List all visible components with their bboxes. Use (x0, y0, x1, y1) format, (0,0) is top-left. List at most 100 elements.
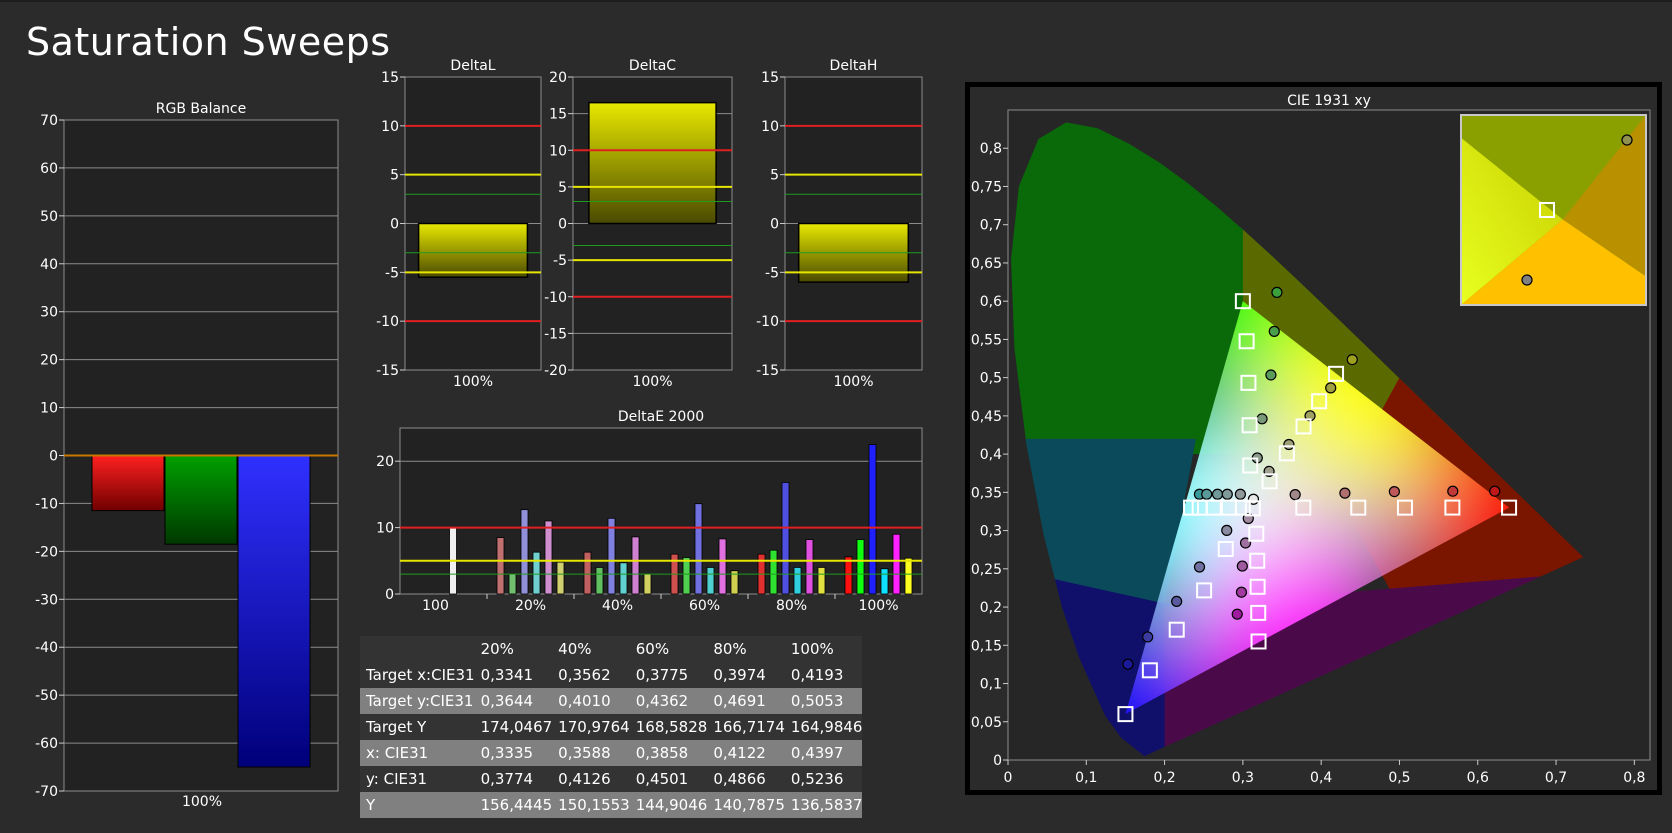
measured-point (1489, 485, 1501, 497)
target-square (1311, 393, 1328, 410)
target-square (1238, 333, 1255, 350)
measured-point (1142, 631, 1154, 643)
table-cell: 0,3858 (635, 744, 689, 762)
y-tick-label: 0,8 (980, 141, 1002, 157)
chart-title: DeltaE 2000 (618, 409, 704, 425)
y-tick-label: -30 (35, 592, 58, 608)
row-label: x: CIE31 (366, 744, 429, 762)
chart-title: DeltaH (830, 58, 878, 74)
y-tick-label: 15 (549, 107, 567, 123)
column-header: 60% (635, 640, 670, 658)
table-header-row: 20% 40% 60% 80% 100% (360, 636, 863, 662)
deltaE-bar (730, 570, 739, 595)
table-cell: 0,4010 (558, 692, 611, 710)
y-tick-label: 0 (390, 217, 399, 233)
table-cell: 0,4362 (635, 692, 689, 710)
target-square (1183, 499, 1200, 516)
target-square (1234, 293, 1251, 310)
y-tick-label: 0 (558, 217, 567, 233)
target-square (1191, 499, 1208, 516)
y-tick-label: -10 (376, 314, 399, 330)
target-square (1240, 374, 1257, 391)
table-row[interactable]: Target y:CIE31 0,3644 0,4010 0,4362 0,46… (360, 688, 863, 714)
inset-bright-region (1461, 137, 1563, 305)
target-square (1278, 445, 1295, 462)
y-tick-label: -5 (553, 253, 567, 269)
table-row[interactable]: y: CIE31 0,3774 0,4126 0,4501 0,4866 0,5… (360, 766, 863, 792)
target-square (1328, 365, 1345, 382)
measured-point (1265, 369, 1277, 381)
table-cell: 140,7875 (713, 796, 785, 814)
y-tick-label: 70 (40, 113, 58, 129)
deltaE-bar (496, 537, 505, 595)
deltaE-bar (682, 557, 691, 595)
x-tick-label: 0,7 (1545, 770, 1567, 786)
deltaE-bar (607, 517, 616, 595)
x-tick-label: 100% (858, 598, 898, 614)
y-tick-label: 0 (385, 587, 394, 603)
x-tick-label: 0,3 (1232, 770, 1254, 786)
table-cell: 0,3774 (480, 770, 534, 788)
y-tick-label: 0 (770, 217, 779, 233)
y-tick-label: 5 (558, 180, 567, 196)
measured-point (1234, 488, 1246, 500)
deltaE-bar (544, 520, 553, 595)
target-square (1117, 706, 1134, 723)
deltaE-bar (769, 549, 778, 595)
y-tick-label: 10 (381, 119, 399, 135)
table-cell: 0,4193 (790, 666, 844, 684)
delta-bar (417, 222, 529, 278)
column-header: 80% (713, 640, 747, 658)
y-tick-label: 20 (376, 454, 394, 470)
measured-point (1339, 487, 1351, 499)
target-square (1250, 604, 1267, 621)
table-cell: 0,3562 (558, 666, 611, 684)
measured-point (1221, 488, 1233, 500)
y-tick-label: 60 (40, 161, 58, 177)
deltaE-bar (880, 568, 889, 595)
y-tick-label: -10 (756, 314, 779, 330)
table-cell: 0,3974 (713, 666, 766, 684)
deltaE-bar (583, 551, 592, 595)
top-border (0, 0, 1672, 2)
table-cell: 136,5837 (790, 796, 863, 814)
target-square (1295, 499, 1312, 516)
chart-title: CIE 1931 xy (1287, 93, 1371, 109)
inset-dark-region (1562, 115, 1646, 277)
x-tick-label: 60% (689, 598, 720, 614)
table-row[interactable]: Target x:CIE31 0,3341 0,3562 0,3775 0,39… (360, 662, 863, 688)
table-cell: 0,3644 (480, 692, 534, 710)
y-tick-label: 15 (381, 70, 399, 86)
y-tick-label: 0,1 (980, 677, 1002, 693)
table-row[interactable]: Target Y 174,0467 170,9764 168,5828 166,… (360, 714, 863, 740)
deltaE-bar (868, 444, 877, 595)
y-tick-label: 15 (761, 70, 779, 86)
target-square (1196, 582, 1213, 599)
y-tick-label: 0,3 (980, 524, 1002, 540)
deltaE-bar (520, 509, 529, 595)
charts-canvas: RGB Balance706050403020100-10-20-30-40-5… (35, 58, 923, 810)
table-row[interactable]: Y 156,4445 150,1553 144,9046 140,7875 13… (360, 792, 863, 818)
y-tick-label: 0,05 (971, 715, 1002, 731)
deltaE-bar (556, 561, 565, 595)
row-label: y: CIE31 (366, 770, 428, 788)
deltaE-bar (718, 538, 727, 595)
inset-border (1460, 114, 1647, 306)
table-cell: 0,4501 (635, 770, 689, 788)
table-row[interactable]: x: CIE31 0,3335 0,3588 0,3858 0,4122 0,4… (360, 740, 863, 766)
y-tick-label: 0 (993, 753, 1002, 769)
deltaE-bar (619, 562, 628, 595)
y-tick-label: 0,7 (980, 218, 1002, 234)
target-square (1242, 457, 1259, 474)
x-tick-label: 100% (632, 374, 672, 390)
x-tick-label: 100% (453, 374, 493, 390)
measured-point (1211, 488, 1224, 500)
measured-point (1221, 524, 1233, 536)
deltaE-bar (793, 567, 802, 595)
target-square (1250, 633, 1267, 650)
delta-bar (588, 101, 717, 225)
y-tick-label: 10 (549, 143, 567, 159)
x-tick-label: 40% (602, 598, 633, 614)
y-tick-label: 0,4 (980, 447, 1002, 463)
